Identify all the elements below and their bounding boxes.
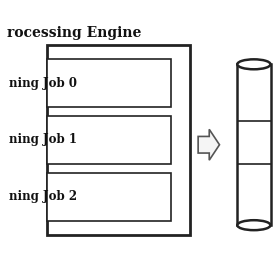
Text: ning Job 0: ning Job 0 xyxy=(10,76,78,90)
Bar xyxy=(47,45,190,235)
Ellipse shape xyxy=(237,59,270,69)
Bar xyxy=(47,116,171,164)
Bar xyxy=(237,64,270,225)
Text: ning Job 1: ning Job 1 xyxy=(10,134,78,146)
Polygon shape xyxy=(198,129,220,160)
Bar xyxy=(47,59,171,107)
Text: ning Job 2: ning Job 2 xyxy=(10,190,78,204)
Text: rocessing Engine: rocessing Engine xyxy=(7,26,141,40)
Bar xyxy=(47,173,171,221)
Ellipse shape xyxy=(237,220,270,230)
